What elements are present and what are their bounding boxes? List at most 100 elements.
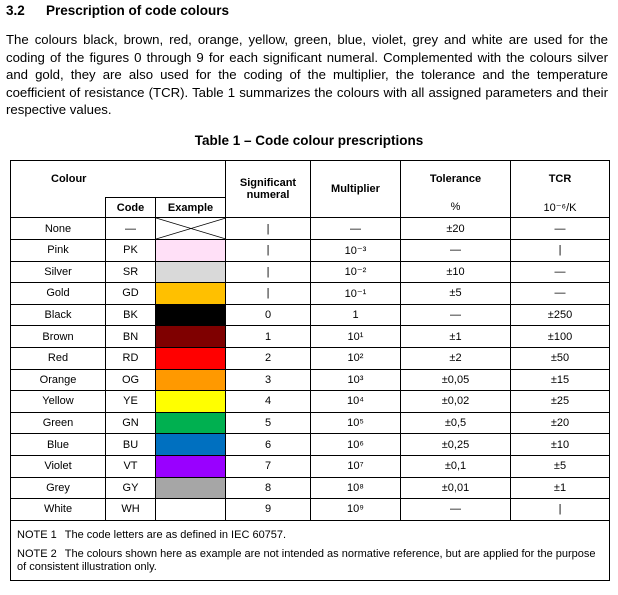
notes-row: NOTE 1 The code letters are as defined in…	[10, 519, 610, 581]
cell-tcr: |	[510, 239, 610, 262]
table-row: Black BK 0 1— ±250	[10, 303, 610, 327]
colour-code: WH	[105, 498, 156, 521]
colour-example	[155, 325, 226, 348]
cell-tolerance: ±0,1	[400, 454, 511, 478]
table-row: Violet VT 7 10⁷ ±0,1 ±5	[10, 454, 610, 478]
cell-multiplier: —	[310, 217, 401, 240]
cell-multiplier: 10⁻³	[310, 239, 401, 262]
table-row: None — | — ±20—	[10, 217, 610, 240]
header-cell: %	[400, 197, 511, 218]
colour-example	[155, 368, 226, 392]
table-row: Orange OG 3 10³ ±0,05 ±15	[10, 368, 610, 392]
colour-example	[155, 282, 226, 305]
cell-tolerance: ±0,25	[400, 433, 511, 456]
colour-name: Pink	[10, 239, 106, 262]
cell-tcr: —	[510, 282, 610, 305]
cell-tcr: ±25	[510, 390, 610, 413]
cell-tolerance: ±1	[400, 325, 511, 348]
colour-example	[155, 217, 226, 240]
colour-code: RD	[105, 346, 156, 370]
table-row: Green GN 5 10⁵ ±0,5 ±20	[10, 411, 610, 435]
cell-tcr: ±20	[510, 411, 610, 435]
colour-code: BN	[105, 325, 156, 348]
cell-multiplier: 10⁶	[310, 433, 401, 456]
colour-name: Violet	[10, 454, 106, 478]
colour-example	[155, 433, 226, 456]
section-heading: 3.2 Prescription of code colours	[6, 3, 229, 18]
colour-name: Yellow	[10, 390, 106, 413]
cell-tolerance: —	[400, 239, 511, 262]
table-row: Brown BN 1 10¹ ±1 ±100	[10, 325, 610, 348]
colour-code: GN	[105, 411, 156, 435]
cell-tcr: ±15	[510, 368, 610, 392]
note-label: NOTE 2	[17, 547, 57, 560]
table-row: White WH 9 10⁹ — |	[10, 498, 610, 521]
cell-tolerance: ±0,02	[400, 390, 511, 413]
header-cell	[10, 197, 106, 218]
header-cell: Colour	[10, 160, 226, 198]
no-colour-cross	[156, 218, 226, 239]
cell-tolerance: ±0,05	[400, 368, 511, 392]
note-text: The code letters are as defined in IEC 6…	[64, 528, 287, 541]
cell-multiplier: 10⁻¹	[310, 282, 401, 305]
colour-table: Colour Significant numeral Multiplier To…	[10, 160, 610, 581]
cell-numeral: 4	[225, 390, 311, 413]
cell-tcr: ±100	[510, 325, 610, 348]
header-cell: Code	[105, 197, 156, 218]
table-row: Red RD 2 10² ±2 ±50	[10, 346, 610, 370]
cell-tcr: —	[510, 260, 610, 284]
colour-code: YE	[105, 390, 156, 413]
section-title: Prescription of code colours	[46, 3, 230, 18]
colour-name: Green	[10, 411, 106, 435]
cell-numeral: 9	[225, 498, 311, 521]
colour-name: Grey	[10, 476, 106, 500]
note: NOTE 2 The colours shown here as example …	[17, 548, 603, 574]
cell-numeral: |	[225, 260, 311, 284]
cell-tolerance: ±0,01	[400, 476, 511, 500]
cell-numeral: 6	[225, 433, 311, 456]
cell-tolerance: ±0,5	[400, 411, 511, 435]
table-row: Grey GY 8 10⁸ ±0,01 ±1	[10, 476, 610, 500]
table-row: Pink PK | 10⁻³ — |	[10, 239, 610, 262]
colour-example	[155, 498, 226, 521]
cell-multiplier: 10¹	[310, 325, 401, 348]
colour-code: BK	[105, 303, 156, 327]
header-cell: Tolerance	[400, 160, 511, 198]
cell-multiplier: 10⁹	[310, 498, 401, 521]
note-label: NOTE 1	[17, 528, 57, 541]
colour-example	[155, 411, 226, 435]
colour-code: VT	[105, 454, 156, 478]
cell-tolerance: ±5	[400, 282, 511, 305]
colour-example	[155, 239, 226, 262]
cell-numeral: 8	[225, 476, 311, 500]
cell-numeral: 7	[225, 454, 311, 478]
cell-numeral: |	[225, 217, 311, 240]
notes-cell: NOTE 1 The code letters are as defined in…	[10, 519, 610, 581]
cell-multiplier: 10²	[310, 346, 401, 370]
colour-name: White	[10, 498, 106, 521]
cell-numeral: 3	[225, 368, 311, 392]
cell-multiplier: 10⁸	[310, 476, 401, 500]
paragraph: The colours black, brown, red, orange, y…	[6, 32, 608, 117]
cell-numeral: |	[225, 239, 311, 262]
colour-code: PK	[105, 239, 156, 262]
colour-name: Silver	[10, 260, 106, 284]
section-number: 3.2	[6, 3, 25, 18]
cell-tcr: |	[510, 498, 610, 521]
colour-name: None	[10, 217, 106, 240]
colour-code: —	[105, 217, 156, 240]
note: NOTE 1 The code letters are as defined in…	[17, 529, 603, 542]
cell-tcr: ±1	[510, 476, 610, 500]
colour-example	[155, 454, 226, 478]
cell-tcr: ±250	[510, 303, 610, 327]
note-text: The colours shown here as example are no…	[17, 547, 596, 573]
cell-tcr: ±5	[510, 454, 610, 478]
cell-multiplier: 10⁴	[310, 390, 401, 413]
cell-tolerance: —	[400, 303, 511, 327]
colour-code: SR	[105, 260, 156, 284]
cell-tcr: ±50	[510, 346, 610, 370]
cell-tolerance: ±20	[400, 217, 511, 240]
cell-multiplier: 1	[310, 303, 401, 327]
colour-name: Gold	[10, 282, 106, 305]
